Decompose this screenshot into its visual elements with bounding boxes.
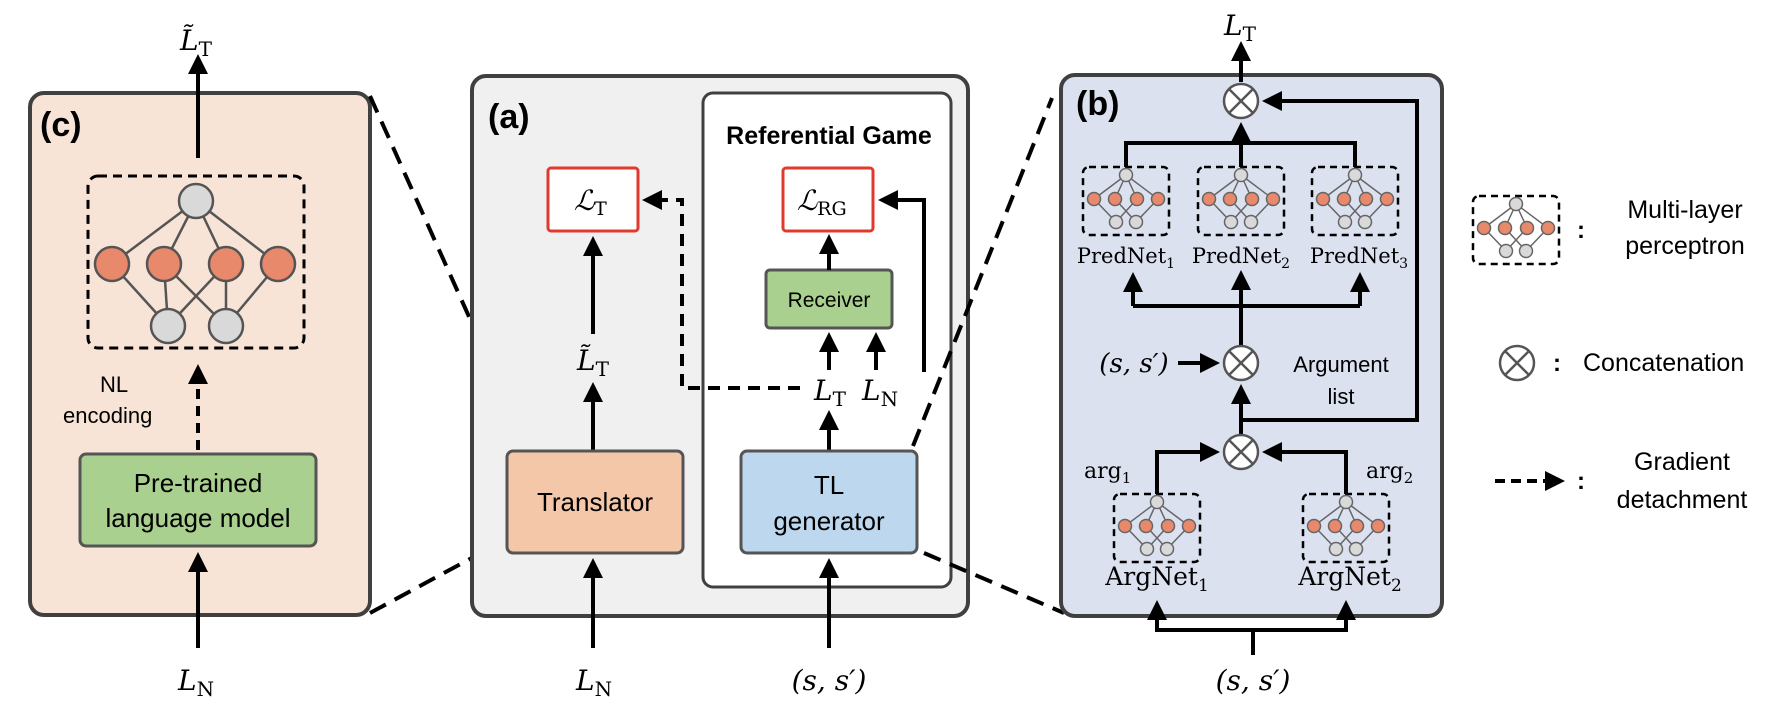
prednet3-label: PredNet3	[1310, 244, 1408, 272]
argnet2-to-concat-arrow	[1262, 442, 1348, 494]
panel-c-label: (c)	[40, 106, 82, 144]
panel-c-mlp	[86, 174, 306, 350]
panel-c: (c) L̃T NL	[28, 24, 372, 701]
lt-to-loss-t-dashed-arrow	[642, 190, 800, 390]
panel-c-mlp-box	[86, 174, 306, 350]
argnet1-to-concat-arrow	[1155, 442, 1220, 494]
loss-rg-label: ℒRG	[797, 184, 847, 220]
panel-a-ln-input-label: LN	[575, 664, 612, 701]
mlp-node	[177, 182, 215, 220]
legend-concat-label: Concatenation	[1583, 349, 1744, 377]
mlp-node	[259, 245, 297, 283]
zoom-line	[911, 97, 1054, 447]
input-fork-right-arrow	[1253, 600, 1356, 632]
tl-generator-label-2: generator	[773, 506, 885, 536]
panel-a-label: (a)	[488, 98, 530, 136]
prednet-mlp-1	[1081, 165, 1171, 237]
legend-grad-label-2: detachment	[1617, 486, 1748, 514]
argument-list-label-1: Argument	[1293, 352, 1388, 377]
tl-generator-label-1: TL	[814, 470, 844, 500]
plm-label-2: language model	[105, 503, 290, 533]
legend-mlp-label-2: perceptron	[1625, 232, 1745, 260]
legend-mlp-icon	[1471, 194, 1561, 266]
mlp-node	[93, 245, 131, 283]
translator-box	[505, 449, 685, 555]
mlp-node	[149, 307, 187, 345]
prednet-mlp-3	[1310, 165, 1400, 237]
argument-list-loop-arrow	[1241, 91, 1419, 422]
legend-mlp-label-1: Multi-layer	[1627, 196, 1742, 224]
plm-label-1: Pre-trained	[134, 468, 263, 498]
panel-c-nl-label-2: encoding	[63, 403, 152, 428]
panel-b-input-label: (s, s′)	[1216, 664, 1291, 697]
mlp-node	[207, 307, 245, 345]
legend-colon: :	[1577, 217, 1585, 244]
translator-label: Translator	[537, 487, 653, 517]
ln-label: LN	[861, 374, 898, 411]
arg1-label: arg1	[1084, 459, 1131, 487]
argnet2-label: ArgNet2	[1297, 562, 1402, 596]
referential-game-title: Referential Game	[726, 122, 932, 150]
argnet-mlp-1	[1112, 492, 1202, 564]
arg2-label: arg2	[1366, 459, 1413, 487]
loss-t-label: ℒT	[574, 184, 607, 220]
ln-to-lrg-arrow	[878, 190, 926, 372]
receiver-label: Receiver	[788, 289, 871, 312]
panel-b-ss-label: (s, s′)	[1099, 349, 1168, 379]
lt-label: LT	[813, 374, 847, 411]
legend-colon: :	[1553, 350, 1561, 377]
loss-rg-box	[781, 166, 875, 233]
panel-b-label: (b)	[1076, 85, 1119, 123]
panel-a-ss-input-label: (s, s′)	[792, 664, 867, 697]
argnet1-label: ArgNet1	[1104, 562, 1209, 596]
prednet-mlp-2	[1196, 165, 1286, 237]
legend-grad-label-1: Gradient	[1634, 448, 1730, 476]
mlp-node	[145, 245, 183, 283]
argnet-mlp-2	[1301, 492, 1391, 564]
legend-colon: :	[1577, 468, 1585, 495]
legend: : Multi-layer perceptron : Concatenation…	[1471, 194, 1748, 514]
panel-b: (b) LT	[1059, 9, 1444, 697]
lt-tilde-label: L̃T	[576, 344, 610, 381]
argument-list-label-2: list	[1328, 384, 1355, 409]
zoom-line	[923, 551, 1065, 615]
tl-generator-box	[739, 449, 919, 555]
panel-c-nl-label-1: NL	[100, 372, 128, 397]
prednet1-label: PredNet1	[1077, 244, 1175, 272]
loss-t-box	[546, 166, 640, 233]
panel-b-output-label: LT	[1223, 9, 1257, 46]
input-fork-left-arrow	[1147, 600, 1253, 632]
panel-a: (a) Referential Game ℒT ℒRG Receiver LT …	[470, 74, 970, 701]
prednet2-label: PredNet2	[1192, 244, 1290, 272]
mlp-node	[207, 245, 245, 283]
panel-c-output-label: L̃T	[179, 24, 213, 61]
plm-box	[78, 452, 318, 548]
panel-c-input-label: LN	[177, 664, 214, 701]
